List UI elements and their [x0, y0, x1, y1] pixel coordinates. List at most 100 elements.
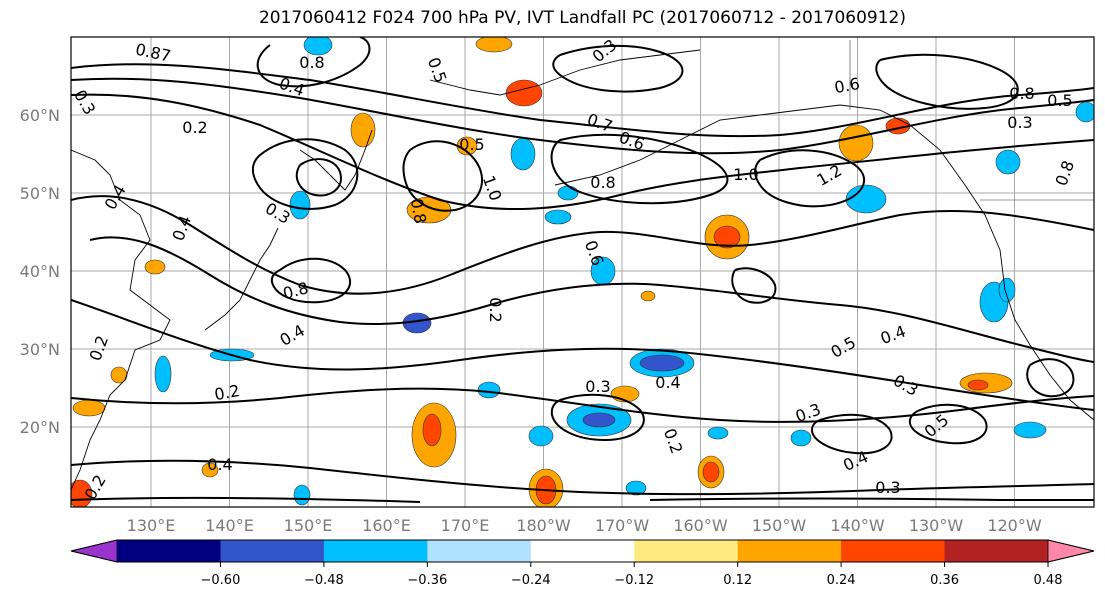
contour-line: [89, 236, 1094, 363]
lon-label: 170°E: [441, 516, 490, 535]
shade-patch: [1013, 421, 1047, 439]
contour-label: 0.8: [1009, 84, 1034, 103]
contour-label: 0.3: [585, 377, 610, 396]
map-panel: 0.87 0.8 0.30.50.40.20.50.70.60.6 0.80.80.5…: [70, 36, 1095, 508]
contour-line: [71, 93, 1094, 211]
lon-label: 170°W: [595, 516, 650, 535]
map-title: 2017060412 F024 700 hPa PV, IVT Landfall…: [258, 8, 906, 28]
lat-label: 50°N: [20, 184, 60, 203]
border-canada: [849, 40, 1094, 201]
contour-line: [550, 393, 645, 442]
contour-line: [754, 149, 866, 208]
contour-label: 0.5: [1047, 91, 1072, 110]
shade-patch: [144, 259, 166, 275]
lon-label: 140°W: [830, 516, 885, 535]
colorbar-segment: [634, 540, 739, 562]
lon-label: 150°E: [284, 516, 333, 535]
contour-line: [71, 299, 1094, 411]
colorbar-tick-label: 0.24: [827, 573, 856, 588]
map-frame: [70, 36, 1095, 508]
contour-line: [402, 140, 484, 212]
lat-label: 60°N: [20, 106, 60, 125]
colorbar: −0.60 −0.48 −0.36 −0.24 −0.12 0.12 0.24 0.36 0.4…: [70, 539, 1095, 588]
colorbar-tick-label: 0.12: [723, 573, 752, 588]
shade-patch: [154, 355, 172, 393]
shade-patch: [350, 112, 376, 148]
contour-label: 0.6: [833, 74, 861, 97]
shade-patch: [528, 425, 554, 447]
colorbar-outline: [70, 539, 1095, 563]
lon-label: 130°W: [909, 516, 964, 535]
contour-line: [71, 63, 1094, 138]
longitude-labels: 130°E 140°E 150°E 160°E 170°E 180°W 170°W 160°W…: [127, 516, 1042, 535]
contour-label: 0.3: [875, 478, 900, 497]
lat-label: 20°N: [20, 418, 60, 437]
shade-patch: [510, 137, 536, 171]
colorbar-tick-label: 0.48: [1034, 573, 1063, 588]
colorbar-tick-label: 0.36: [930, 573, 959, 588]
shade-patch: [544, 209, 572, 225]
shade-patch: [713, 225, 741, 249]
colorbar-segment: [323, 540, 428, 562]
contour-label: 1.0: [733, 165, 758, 184]
contour-line: [810, 413, 893, 455]
contour-label: 0.3: [1007, 113, 1032, 132]
shade-patch: [998, 277, 1016, 303]
contour-line: [71, 387, 1094, 423]
colorbar-segment: [530, 540, 635, 562]
contour-label: 0.2: [213, 381, 241, 404]
contour-label: 0.5: [459, 135, 484, 154]
contour-line: [256, 37, 371, 88]
contour-line: [71, 77, 1094, 155]
shade-patch: [303, 37, 333, 56]
contour-label: 0.2: [486, 297, 505, 322]
shade-patch: [702, 461, 720, 483]
coastline-arctic: [429, 49, 701, 96]
shade-patch: [477, 381, 501, 399]
contour-line: [908, 403, 988, 445]
colorbar-segment: [117, 540, 221, 562]
contour-line: [252, 138, 359, 210]
contour-line: [71, 496, 1094, 503]
colorbar-extend-high: [1047, 539, 1095, 563]
contour-line: [552, 44, 684, 93]
lon-label: 150°W: [752, 516, 807, 535]
shade-patch: [639, 354, 685, 372]
colorbar-segment: [220, 540, 325, 562]
contour-label: 0.8: [299, 53, 324, 72]
shade-patch: [422, 413, 442, 447]
lon-label: 120°W: [987, 516, 1042, 535]
colorbar-tick-label: −0.12: [614, 573, 654, 588]
contour-line: [71, 195, 1094, 295]
coastline-alaska: [554, 104, 1094, 421]
pv-contours: [71, 37, 1094, 503]
contour-label: 0.8: [407, 197, 430, 225]
shade-patch: [838, 124, 874, 162]
lat-label: 30°N: [20, 340, 60, 359]
shade-patch: [845, 184, 887, 214]
shade-patch: [790, 429, 812, 447]
shade-patch: [1075, 101, 1094, 123]
lon-label: 180°W: [516, 516, 571, 535]
contour-line: [270, 257, 351, 304]
shade-patch: [505, 79, 543, 107]
contour-line: [1026, 358, 1075, 398]
colorbar-extend-low: [70, 539, 118, 563]
lat-label: 40°N: [20, 262, 60, 281]
lon-label: 160°W: [673, 516, 728, 535]
colorbar-tick-label: −0.48: [304, 573, 344, 588]
lon-label: 160°E: [362, 516, 411, 535]
shade-patch: [625, 480, 647, 496]
contour-label: 0.8: [590, 173, 615, 192]
contour-line: [71, 459, 1094, 496]
shade-patch: [289, 190, 311, 220]
shade-patch: [995, 149, 1021, 175]
contour-line: [295, 158, 342, 197]
shade-patch: [475, 37, 513, 53]
contour-label: 0.4: [655, 373, 680, 392]
coastline-asia: [71, 149, 171, 491]
colorbar-tick-label: −0.60: [201, 573, 241, 588]
latitude-labels: 60°N 50°N 40°N 30°N 20°N: [20, 106, 60, 437]
shade-patch: [640, 290, 656, 302]
